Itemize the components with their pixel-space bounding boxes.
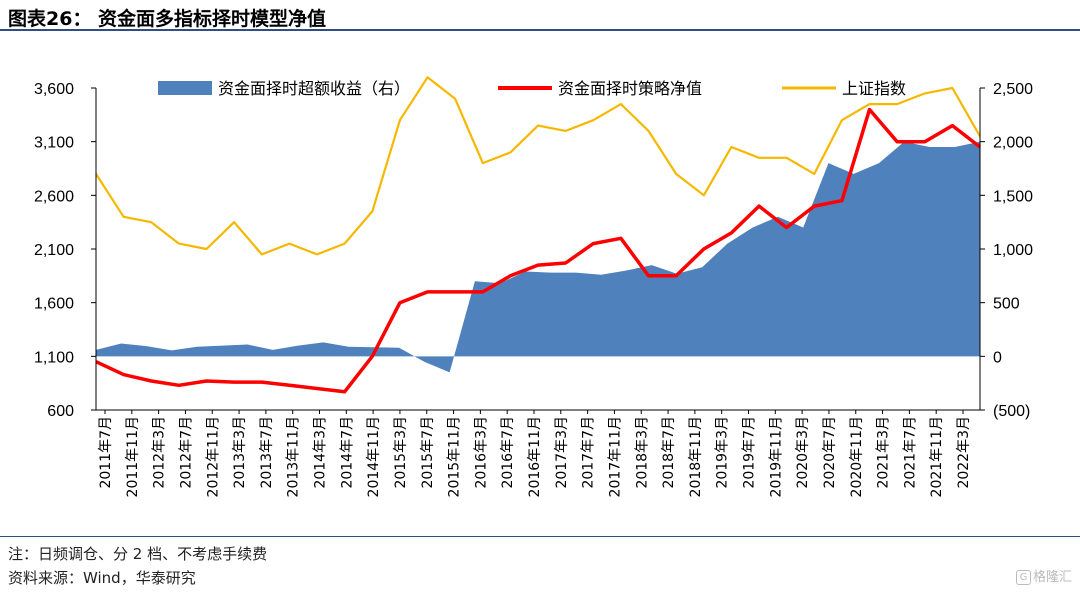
watermark-logo: G 格隆汇 [1015,566,1072,585]
right-tick-label: 1,000 [993,242,1033,259]
series-strategy-line [95,107,982,394]
x-tick-label: 2013年11月 [286,416,302,497]
right-tick-label: 2,000 [993,135,1033,152]
figure-title: 图表26： 资金面多指标择时模型净值 [8,8,327,30]
chart-area: 600 1,100 1,600 2,100 2,600 3,100 3,600 (500) 0 5… [34,76,1033,497]
right-tick-label: 0 [993,349,1002,366]
x-tick-label: 2014年7月 [339,416,355,489]
x-tick-label: 2011年7月 [98,416,114,489]
x-tick-label: 2019年11月 [768,416,784,497]
x-tick-label: 2014年3月 [313,416,329,489]
x-tick-label: 2021年7月 [902,416,918,489]
legend-excess-return-swatch [158,81,212,95]
x-tick-label: 2015年11月 [447,416,463,497]
x-tick-label: 2018年7月 [661,416,677,489]
left-tick-label: 600 [47,403,74,420]
x-tick-label: 2014年11月 [366,416,382,497]
legend-strategy-label: 资金面择时策略净值 [558,79,702,98]
left-tick-label: 1,100 [34,349,74,366]
series-excess-return-area [96,141,980,373]
left-tick-label: 3,100 [34,135,74,152]
x-tick-label: 2017年7月 [581,416,597,489]
x-tick-label: 2022年3月 [956,416,972,489]
x-tick-label: 2012年11月 [205,416,221,497]
x-tick-label: 2020年11月 [849,416,865,497]
x-tick-label: 2013年7月 [259,416,275,489]
title-divider [0,29,1080,31]
x-tick-label: 2016年11月 [527,416,543,497]
watermark-text: 格隆汇 [1032,570,1072,585]
right-tick-label: 1,500 [993,188,1033,205]
x-tick-label: 2021年3月 [876,416,892,489]
series-index-line [95,76,981,256]
x-tick-label: 2011年11月 [125,416,141,497]
right-tick-label: 500 [993,296,1020,313]
chart-note: 注：日频调仓、分 2 档、不考虑手续费 [8,545,268,563]
watermark-icon: G [1015,570,1031,585]
x-tick-label: 2012年7月 [178,416,194,489]
x-tick-label: 2016年3月 [473,416,489,489]
chart-source: 资料来源：Wind，华泰研究 [8,569,196,587]
legend-index-label: 上证指数 [842,79,906,98]
x-tick-label: 2019年7月 [742,416,758,489]
x-tick-label: 2016年7月 [500,416,516,489]
left-tick-label: 1,600 [34,296,74,313]
x-tick-label: 2015年3月 [393,416,409,489]
right-tick-label: 2,500 [993,81,1033,98]
x-tick-label: 2021年11月 [929,416,945,497]
left-tick-label: 2,100 [34,242,74,259]
x-tick-label: 2017年11月 [607,416,623,497]
x-tick-label: 2020年7月 [822,416,838,489]
x-tick-label: 2018年11月 [688,416,704,497]
x-tick-label: 2017年3月 [554,416,570,489]
left-tick-label: 2,600 [34,188,74,205]
right-tick-label: (500) [993,403,1030,420]
x-tick-label: 2013年3月 [232,416,248,489]
x-tick-label: 2015年7月 [420,416,436,489]
footer-divider [0,536,1080,537]
x-tick-label: 2012年3月 [152,416,168,489]
x-tick-label: 2020年3月 [795,416,811,489]
x-tick-label: 2019年3月 [715,416,731,489]
legend-excess-return-label: 资金面择时超额收益（右） [218,79,410,98]
x-tick-label: 2018年3月 [634,416,650,489]
left-tick-label: 3,600 [34,81,74,98]
